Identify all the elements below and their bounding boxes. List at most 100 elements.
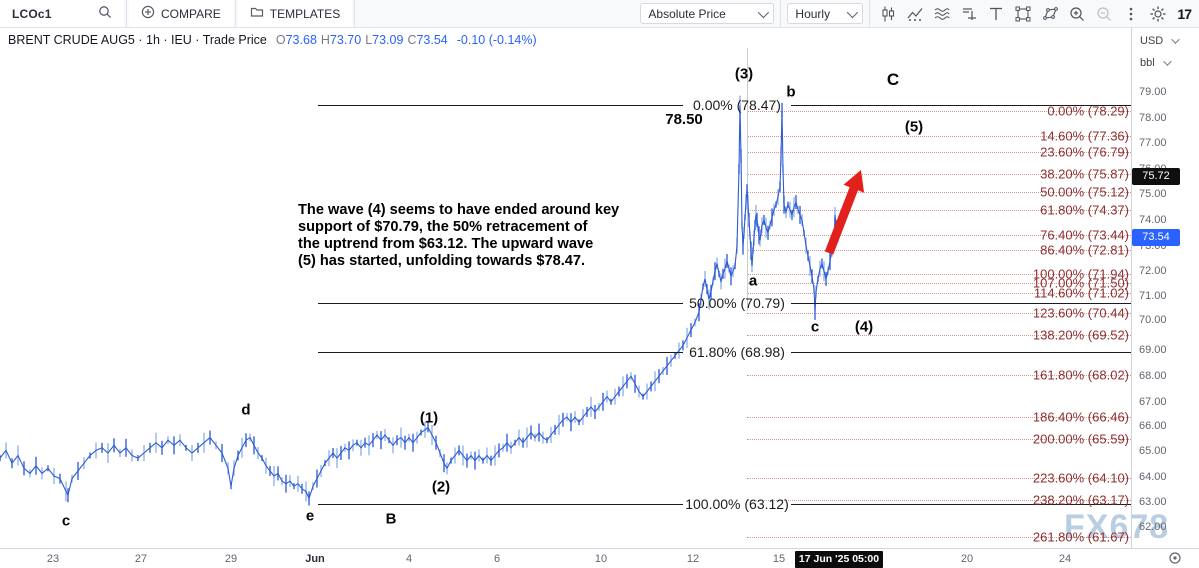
fib-extension-label[interactable]: 261.80% (61.67) — [1032, 529, 1129, 545]
pane-settings-icon[interactable] — [1168, 551, 1182, 568]
chevron-down-icon — [847, 6, 859, 18]
align-lines-icon — [960, 5, 978, 23]
wave-label[interactable]: (4) — [854, 318, 874, 336]
price-tick-label: 72.00 — [1139, 265, 1167, 277]
currency-select[interactable]: USD — [1140, 35, 1180, 47]
annotation-line: The wave (4) seems to have ended around … — [298, 202, 620, 218]
fib-retracement-label[interactable]: 100.00% (63.12) — [685, 496, 789, 512]
wave-label[interactable]: c — [810, 318, 820, 336]
fib-extension-label[interactable]: 61.80% (74.37) — [1040, 202, 1129, 218]
annotation-line: support of $70.79, the 50% retracement o… — [298, 218, 588, 235]
gear-icon — [1149, 5, 1167, 23]
search-icon — [98, 5, 112, 22]
legend-ohlc-value: 73.68 — [285, 33, 317, 47]
chart-type-button[interactable] — [876, 2, 899, 25]
price-tick-label: 62.00 — [1139, 521, 1167, 533]
price-mode-select[interactable]: Absolute Price — [640, 3, 775, 24]
indicators-button[interactable] — [903, 2, 926, 25]
fib-extension-label[interactable]: 200.00% (65.59) — [1032, 431, 1129, 447]
wave-label[interactable]: C — [886, 70, 900, 89]
fib-extension-label[interactable]: 86.40% (72.81) — [1040, 242, 1129, 258]
polygon-tool-icon — [1041, 5, 1059, 23]
fib-extension-label[interactable]: 23.60% (76.79) — [1040, 144, 1129, 160]
fib-extension-label[interactable]: 123.60% (70.44) — [1032, 305, 1129, 321]
price-tick-label: 67.00 — [1139, 396, 1167, 408]
price-mode-value: Absolute Price — [648, 6, 726, 21]
time-tick-label: Jun — [305, 553, 325, 565]
interval-select[interactable]: Hourly — [787, 3, 864, 24]
rectangle-tool-button[interactable] — [1011, 2, 1034, 25]
time-tick-label: 4 — [405, 553, 413, 565]
time-tick-label: 23 — [46, 553, 60, 565]
fib-extension-label[interactable]: 161.80% (68.02) — [1032, 367, 1129, 383]
symbol-search-box[interactable]: LCOc1 — [0, 0, 124, 27]
fib-extension-label[interactable]: 38.20% (75.87) — [1040, 166, 1129, 182]
wave-label[interactable]: a — [748, 272, 758, 290]
fib-extension-label[interactable]: 186.40% (66.46) — [1032, 409, 1129, 425]
fib-retracement-label[interactable]: 61.80% (68.98) — [689, 344, 785, 360]
wave-label[interactable]: (1) — [419, 409, 439, 427]
compare-icon — [141, 5, 155, 22]
text-tool-icon — [987, 5, 1005, 23]
interval-value: Hourly — [795, 6, 831, 21]
toolbar-separator — [354, 0, 356, 27]
legend-title: BRENT CRUDE AUG5 · 1h · IEU · Trade Pric… — [8, 33, 267, 47]
templates-button[interactable]: TEMPLATES — [237, 0, 353, 27]
legend-ohlc-key: L — [365, 33, 373, 47]
analysis-annotation[interactable]: The wave (4) seems to have ended around … — [298, 202, 619, 270]
chevron-down-icon — [1171, 35, 1180, 44]
price-tick-label: 78.00 — [1139, 112, 1167, 124]
settings-button[interactable] — [1146, 2, 1169, 25]
fib-extension-label[interactable]: 223.60% (64.10) — [1032, 470, 1129, 486]
price-axis-tag: 75.72 — [1132, 168, 1180, 185]
wave-label[interactable]: B — [385, 510, 397, 528]
watermark: FX678 — [1064, 508, 1170, 546]
symbol-search-value: LCOc1 — [12, 6, 52, 21]
folder-icon — [250, 5, 264, 22]
price-tick-label: 63.00 — [1139, 496, 1167, 508]
chevron-down-icon — [1162, 57, 1172, 66]
wave-patterns-button[interactable] — [930, 2, 953, 25]
zoom-out-button[interactable] — [1092, 2, 1115, 25]
fib-extension-label[interactable]: 14.60% (77.36) — [1040, 128, 1129, 144]
legend-ohlc: O73.68 H73.70 L73.09 C73.54 — [272, 33, 448, 47]
wave-label[interactable]: (3) — [734, 65, 754, 83]
time-tick-label: 12 — [686, 553, 700, 565]
unit-select[interactable]: bbl — [1140, 57, 1172, 69]
legend-ohlc-value: 73.70 — [329, 33, 362, 47]
compare-button[interactable]: COMPARE — [129, 0, 233, 27]
toolbar-separator — [869, 0, 871, 27]
wave-label[interactable]: (5) — [904, 118, 924, 136]
wave-label[interactable]: e — [305, 507, 315, 525]
fib-extension-label[interactable]: 114.60% (71.02) — [1033, 285, 1129, 301]
price-tick-label: 65.00 — [1139, 445, 1167, 457]
wave-label[interactable]: (2) — [431, 478, 451, 496]
fib-retracement-label[interactable]: 50.00% (70.79) — [689, 295, 785, 311]
fib-retracement-label[interactable]: 0.00% (78.47) — [693, 97, 781, 113]
fib-extension-label[interactable]: 0.00% (78.29) — [1047, 103, 1129, 119]
fib-extension-label[interactable]: 50.00% (75.12) — [1040, 184, 1129, 200]
time-axis[interactable]: 23 27 29 Jun 4 6 10 12 15 20 24 17 Jun '25 05:00 — [0, 548, 1199, 568]
zoom-in-button[interactable] — [1065, 2, 1088, 25]
compare-align-button[interactable] — [957, 2, 980, 25]
text-tool-button[interactable] — [984, 2, 1007, 25]
kebab-menu-icon — [1122, 5, 1140, 23]
tradingview-logo[interactable]: 17 — [1177, 5, 1192, 22]
polygon-tool-button[interactable] — [1038, 2, 1061, 25]
price-tick-label: 69.00 — [1139, 344, 1167, 356]
wave-label[interactable]: d — [241, 401, 251, 419]
wave-label[interactable]: c — [61, 512, 71, 530]
unit-value: bbl — [1140, 57, 1155, 69]
price-axis[interactable]: USD bbl — [1131, 27, 1199, 548]
fib-extension-label[interactable]: 238.20% (63.17) — [1032, 492, 1129, 508]
fib-extension-label[interactable]: 138.20% (69.52) — [1032, 327, 1129, 343]
legend-ohlc-key: C — [407, 33, 417, 47]
zoom-in-icon — [1068, 5, 1086, 23]
more-options-button[interactable] — [1119, 2, 1142, 25]
time-tick-label: 15 — [772, 553, 786, 565]
high-price-note[interactable]: 78.50 — [665, 111, 703, 128]
series-legend[interactable]: BRENT CRUDE AUG5 · 1h · IEU · Trade Pric… — [8, 33, 537, 47]
fib-extension-label[interactable]: 76.40% (73.44) — [1040, 227, 1129, 243]
wave-label[interactable]: b — [786, 83, 796, 101]
